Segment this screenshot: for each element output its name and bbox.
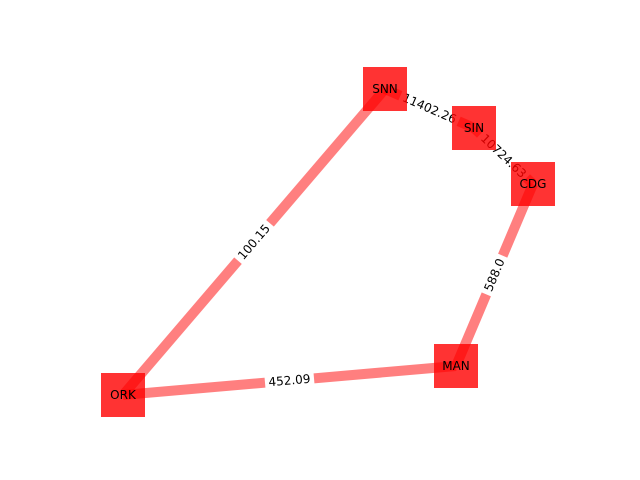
node-square[interactable]	[434, 344, 478, 388]
node-label: ORK	[110, 388, 137, 402]
node-man[interactable]: MAN	[434, 344, 478, 388]
edge-label-background	[397, 88, 462, 129]
node-square[interactable]	[452, 106, 496, 150]
node-label: SNN	[372, 82, 398, 96]
edge-label-man-cdg: 588.0	[478, 252, 511, 298]
edge-label-background	[264, 370, 315, 391]
node-cdg[interactable]: CDG	[511, 162, 555, 206]
node-square[interactable]	[363, 67, 407, 111]
node-square[interactable]	[101, 373, 145, 417]
node-square[interactable]	[511, 162, 555, 206]
edge-label-background	[231, 218, 277, 266]
node-ork[interactable]: ORK	[101, 373, 145, 417]
edge-weight-label: 100.15	[235, 221, 273, 262]
edge-label-ork-snn: 100.15	[231, 218, 277, 266]
edge-label-ork-man: 452.09	[264, 370, 315, 391]
nodes-layer: SNN SIN CDG MAN ORK	[101, 67, 555, 417]
edge-weight-label: 588.0	[481, 256, 507, 293]
node-label: CDG	[520, 177, 547, 191]
node-sin[interactable]: SIN	[452, 106, 496, 150]
edge-label-background	[478, 252, 511, 298]
node-label: MAN	[442, 359, 470, 373]
edge-weight-label: 452.09	[268, 372, 311, 390]
node-label: SIN	[464, 121, 484, 135]
edge-weight-label: 11402.26	[400, 91, 458, 127]
node-snn[interactable]: SNN	[363, 67, 407, 111]
